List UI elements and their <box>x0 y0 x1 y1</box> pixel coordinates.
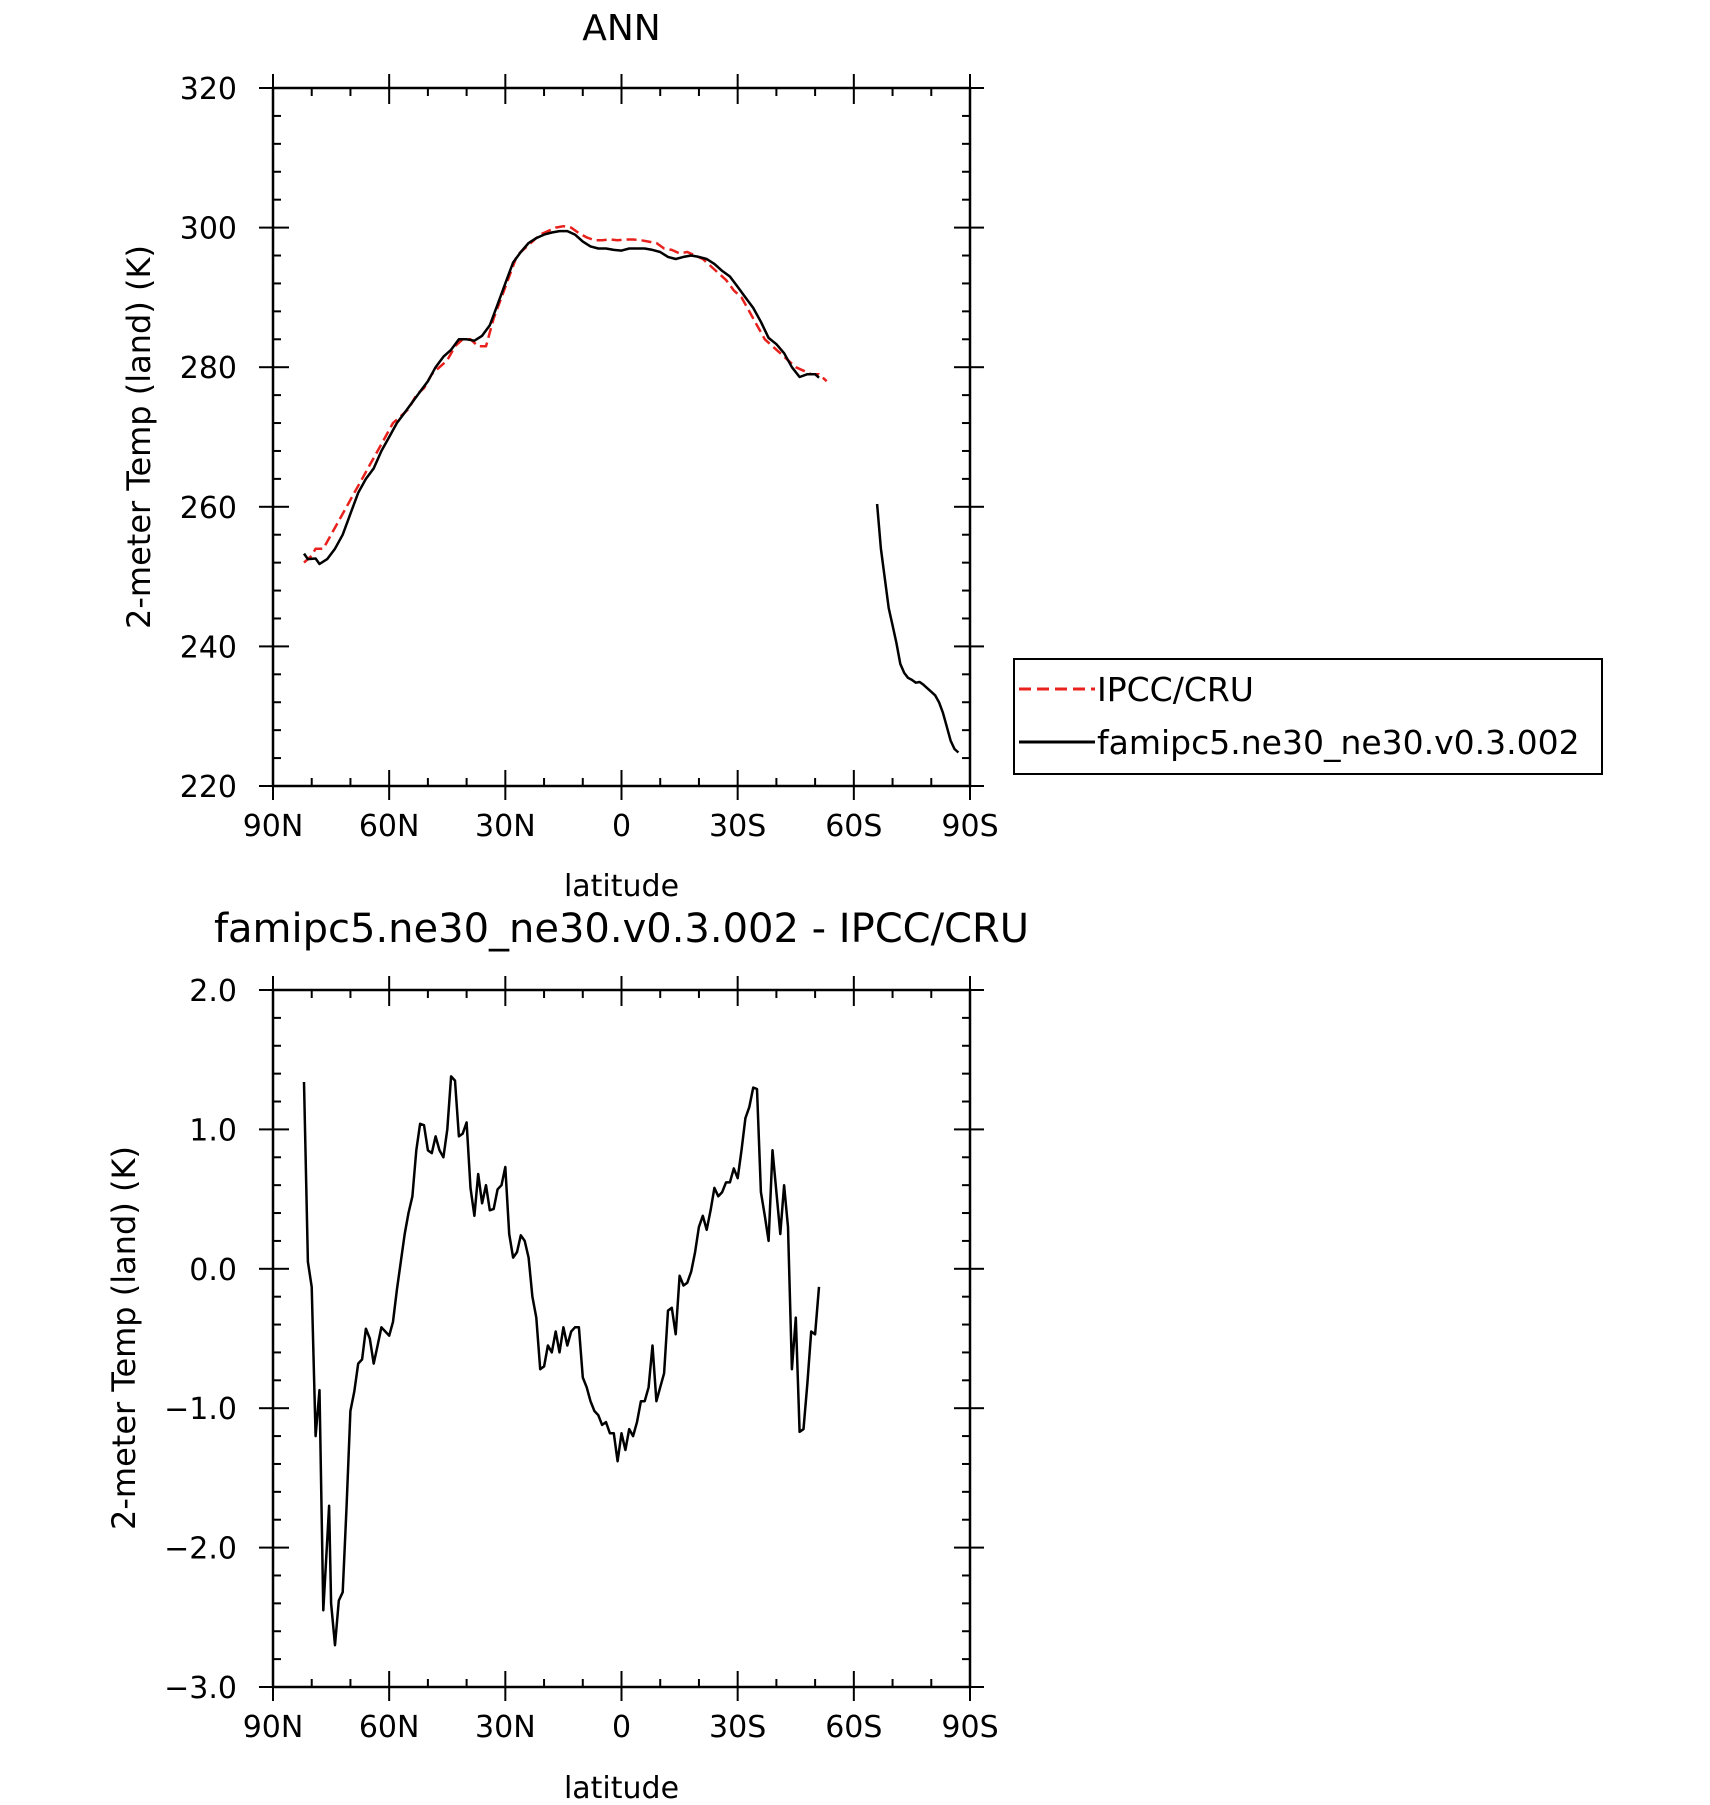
panel-title: famipc5.ne30_ne30.v0.3.002 - IPCC/CRU <box>214 906 1029 952</box>
y-tick-label: 220 <box>180 770 237 805</box>
y-tick-label: 1.0 <box>189 1113 237 1148</box>
y-tick-label: 2.0 <box>189 974 237 1009</box>
legend-label-model: famipc5.ne30_ne30.v0.3.002 <box>1097 723 1580 762</box>
panel-top: ANN latitude 2-meter Temp (land) (K) 90N… <box>120 8 1603 904</box>
series-line-1 <box>875 503 960 754</box>
x-tick-label: 90N <box>243 1710 304 1745</box>
y-axis-label: 2-meter Temp (land) (K) <box>105 1146 143 1530</box>
x-axis-label: latitude <box>564 1771 679 1805</box>
y-tick-label: 280 <box>180 351 237 386</box>
y-tick-labels: 2.0 1.0 0.0 −1.0 −2.0 −3.0 <box>164 974 237 1706</box>
y-tick-label: −1.0 <box>164 1392 237 1427</box>
tick-marks <box>259 976 984 1701</box>
x-tick-label: 60N <box>359 809 420 844</box>
x-axis-label: latitude <box>564 869 679 904</box>
x-tick-label: 60S <box>825 809 882 844</box>
x-tick-label: 60S <box>825 1710 882 1745</box>
y-tick-label: 260 <box>180 491 237 526</box>
plot-frame <box>271 86 972 788</box>
x-tick-label: 60N <box>359 1710 420 1745</box>
x-tick-label: 90N <box>243 809 304 844</box>
y-tick-label: 0.0 <box>189 1253 237 1288</box>
series-line-0 <box>303 224 828 564</box>
y-tick-label: −2.0 <box>164 1532 237 1567</box>
plot-frame <box>271 988 972 1689</box>
x-tick-label: 30S <box>709 1710 766 1745</box>
x-tick-label: 90S <box>941 1710 998 1745</box>
panel-title: ANN <box>582 8 661 49</box>
y-tick-label: 240 <box>180 630 237 665</box>
x-tick-label: 30N <box>475 1710 536 1745</box>
panel-bottom: famipc5.ne30_ne30.v0.3.002 - IPCC/CRU la… <box>105 906 1029 1805</box>
y-tick-label: 320 <box>180 72 237 107</box>
tick-marks <box>259 74 984 800</box>
y-tick-labels: 320 300 280 260 240 220 <box>180 72 237 805</box>
x-tick-label: 30N <box>475 809 536 844</box>
x-tick-label: 0 <box>612 809 631 844</box>
series-layer <box>302 1075 821 1647</box>
y-axis-label: 2-meter Temp (land) (K) <box>120 245 158 629</box>
series-line-1 <box>302 229 820 566</box>
legend-box <box>1013 658 1603 775</box>
x-tick-label: 90S <box>941 809 998 844</box>
legend-label-ipcc: IPCC/CRU <box>1097 670 1254 709</box>
legend: IPCC/CRU famipc5.ne30_ne30.v0.3.002 <box>1013 658 1603 775</box>
y-tick-label: 300 <box>180 212 237 247</box>
x-tick-label: 0 <box>612 1710 631 1745</box>
x-tick-label: 30S <box>709 809 766 844</box>
series-line-0 <box>302 1075 821 1647</box>
y-tick-label: −3.0 <box>164 1671 237 1706</box>
x-tick-labels: 90N 60N 30N 0 30S 60S 90S <box>243 809 999 844</box>
series-layer <box>302 224 960 754</box>
x-tick-labels: 90N 60N 30N 0 30S 60S 90S <box>243 1710 999 1745</box>
